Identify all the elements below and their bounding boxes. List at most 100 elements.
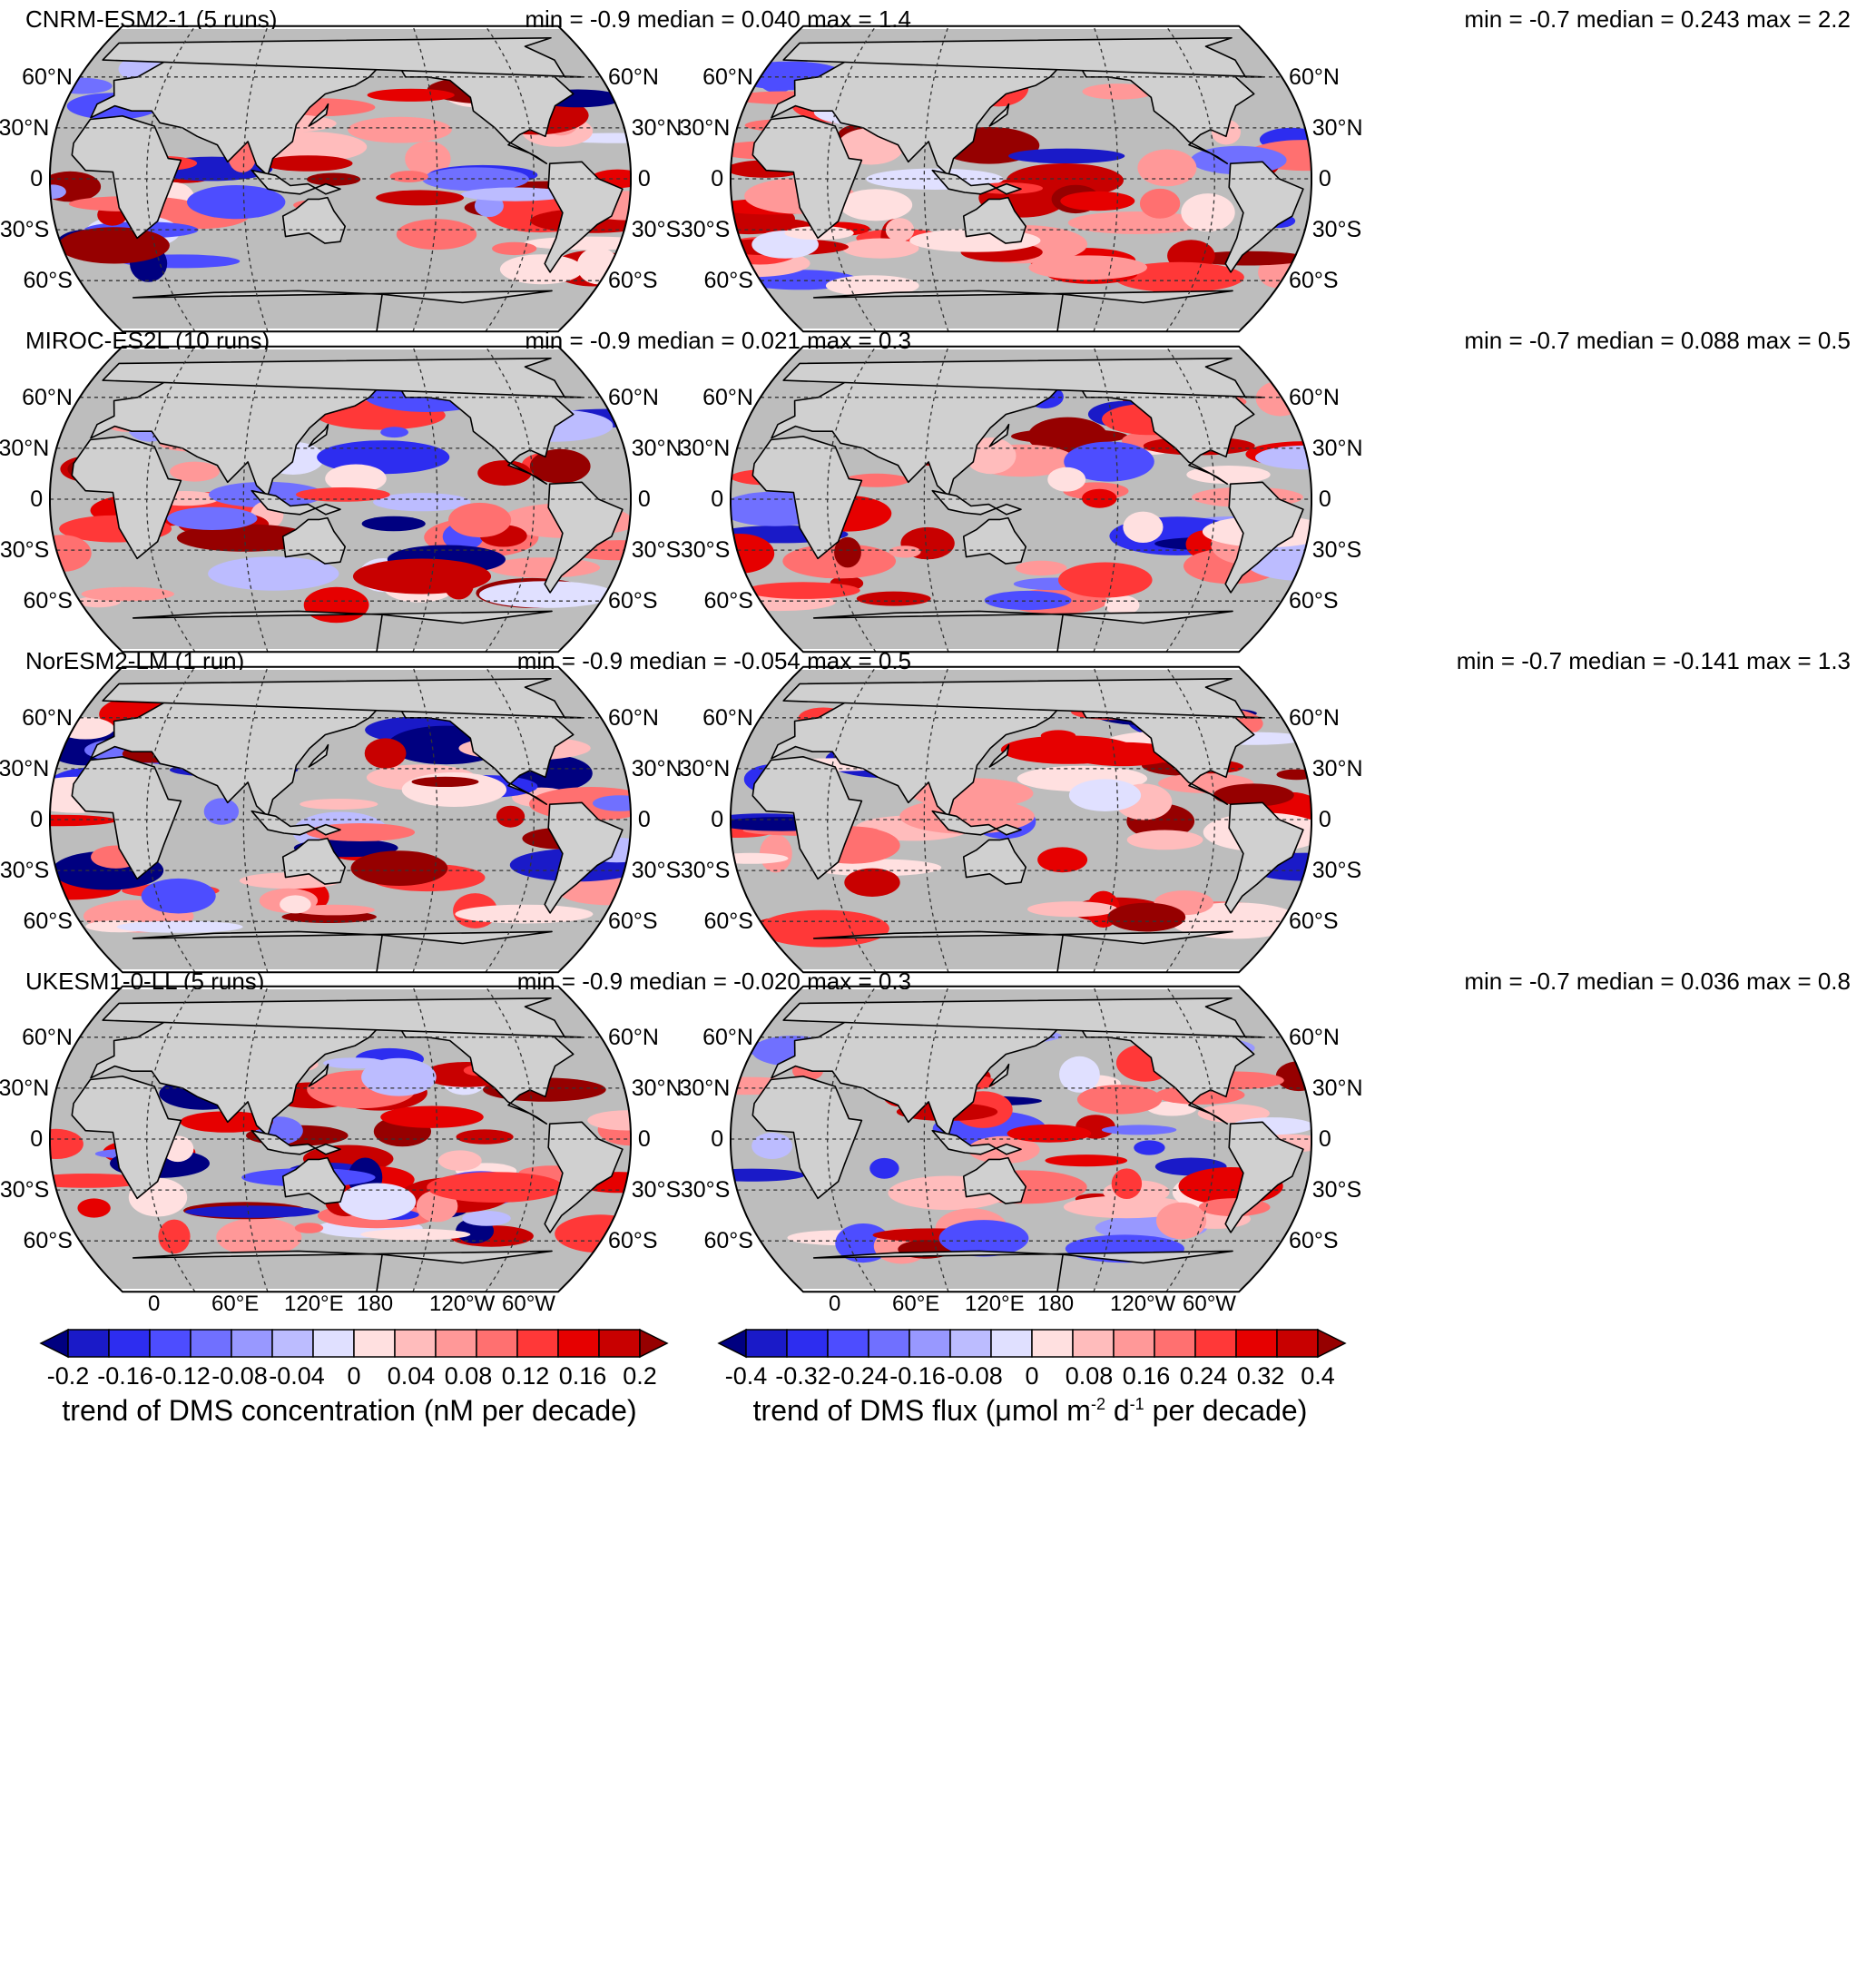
land-mass xyxy=(751,115,863,240)
trend-region xyxy=(361,1057,437,1096)
colorbar-tick-label: -0.4 xyxy=(724,1362,768,1390)
trend-region xyxy=(745,582,860,599)
latitude-label-right: 60°S xyxy=(1289,588,1339,614)
trend-region xyxy=(462,1211,511,1226)
trend-region xyxy=(325,464,387,493)
trend-region xyxy=(1147,1101,1197,1116)
trend-region xyxy=(1105,594,1140,615)
latitude-label-left: 30°N xyxy=(679,435,731,461)
latitude-label-left: 60°S xyxy=(703,1228,753,1254)
land-mass xyxy=(962,196,1026,244)
colorbar-bin xyxy=(108,1329,151,1358)
colorbar-bin xyxy=(1235,1329,1278,1358)
trend-region xyxy=(1082,84,1155,100)
latitude-label-right: 30°N xyxy=(1311,435,1363,461)
land-mass xyxy=(71,756,182,880)
trend-region xyxy=(216,1217,302,1257)
trend-region xyxy=(448,502,512,538)
land-mass xyxy=(988,103,1010,127)
land-mass xyxy=(751,436,863,560)
left-stats: min = -0.9 median = 0.021 max = 0.3 xyxy=(525,327,911,354)
longitude-gridline xyxy=(1165,986,1215,1292)
right-stats: min = -0.7 median = -0.141 max = 1.3 xyxy=(1456,647,1851,674)
latitude-label-left: 60°S xyxy=(23,588,73,614)
land-mass xyxy=(308,103,329,127)
latitude-label-left: 60°N xyxy=(702,64,753,90)
colorbar-bin xyxy=(745,1329,788,1358)
latitude-label-left: 30°S xyxy=(680,537,731,564)
concentration-trend-map xyxy=(49,345,632,653)
latitude-label-left: 0 xyxy=(711,166,724,192)
land-mass xyxy=(132,290,553,332)
land-mass xyxy=(544,161,624,273)
longitude-label: 0 xyxy=(829,1292,841,1316)
trend-region xyxy=(841,238,919,259)
latitude-label-left: 60°S xyxy=(703,268,753,294)
longitude-gridline xyxy=(242,666,269,973)
trend-region xyxy=(558,878,631,906)
land-mass xyxy=(308,743,329,768)
trend-region xyxy=(405,141,451,177)
colorbar-bin xyxy=(149,1329,192,1358)
longitude-gridline xyxy=(146,25,196,332)
trend-region xyxy=(1134,1140,1165,1155)
colorbar-tick-label: 0.08 xyxy=(1065,1362,1114,1390)
right-stats: min = -0.7 median = 0.088 max = 0.5 xyxy=(1464,327,1851,354)
longitude-label: 60°W xyxy=(1183,1292,1236,1316)
latitude-label-left: 0 xyxy=(30,807,44,832)
trend-region xyxy=(1123,511,1164,543)
trend-region xyxy=(187,185,286,220)
longitude-gridline xyxy=(485,346,535,653)
trend-region xyxy=(1126,830,1203,850)
trend-region xyxy=(869,1157,899,1179)
longitude-gridline xyxy=(1093,986,1119,1292)
trend-region xyxy=(1060,191,1135,211)
trend-region xyxy=(1047,467,1086,492)
trend-region xyxy=(380,427,408,438)
land-mass xyxy=(751,756,863,880)
right-stats: min = -0.7 median = 0.036 max = 0.8 xyxy=(1464,968,1851,995)
trend-region xyxy=(364,738,407,769)
trend-region xyxy=(380,1105,484,1128)
colorbar-bin xyxy=(1154,1329,1196,1358)
latitude-label-left: 30°N xyxy=(0,755,50,781)
land-mass xyxy=(931,810,1022,836)
colorbar-tick-label: 0.04 xyxy=(387,1362,436,1390)
longitude-gridline xyxy=(923,346,949,653)
longitude-label: 60°W xyxy=(502,1292,555,1316)
trend-region xyxy=(1008,148,1125,164)
colorbar-bin xyxy=(435,1329,477,1358)
land-mass xyxy=(71,115,182,240)
longitude-label: 180 xyxy=(357,1292,394,1316)
latitude-label-left: 30°N xyxy=(0,1075,50,1101)
map-frame xyxy=(730,985,1312,1293)
colorbar-tick-label: -0.04 xyxy=(269,1362,325,1390)
trend-region xyxy=(1137,149,1197,187)
latitude-label-right: 30°S xyxy=(631,217,682,243)
latitude-label-right: 60°S xyxy=(608,268,658,294)
trend-region xyxy=(1107,902,1186,932)
trend-region xyxy=(1189,251,1308,266)
trend-region xyxy=(479,581,615,608)
map-frame xyxy=(49,345,632,653)
trend-region xyxy=(1015,560,1067,576)
trend-region xyxy=(158,1219,191,1254)
latitude-label-right: 30°S xyxy=(631,1177,682,1204)
trend-region xyxy=(427,1172,565,1203)
land-mass xyxy=(281,1156,346,1204)
longitude-gridline xyxy=(1093,346,1119,653)
trend-region xyxy=(1139,188,1181,219)
trend-region xyxy=(361,516,426,532)
latitude-label-right: 60°N xyxy=(608,704,659,731)
colorbar-tick-label: 0 xyxy=(1025,1362,1039,1390)
longitude-label: 0 xyxy=(148,1292,161,1316)
latitude-label-left: 30°N xyxy=(679,1075,731,1101)
land-mass xyxy=(90,49,383,177)
latitude-label-right: 30°S xyxy=(1311,1177,1362,1204)
trend-region xyxy=(1111,1168,1143,1199)
trend-region xyxy=(856,591,931,606)
colorbar-tick-label: -0.16 xyxy=(889,1362,946,1390)
trend-region xyxy=(1086,1086,1157,1105)
colorbar-bin xyxy=(190,1329,232,1358)
latitude-label-left: 60°N xyxy=(22,1024,73,1050)
